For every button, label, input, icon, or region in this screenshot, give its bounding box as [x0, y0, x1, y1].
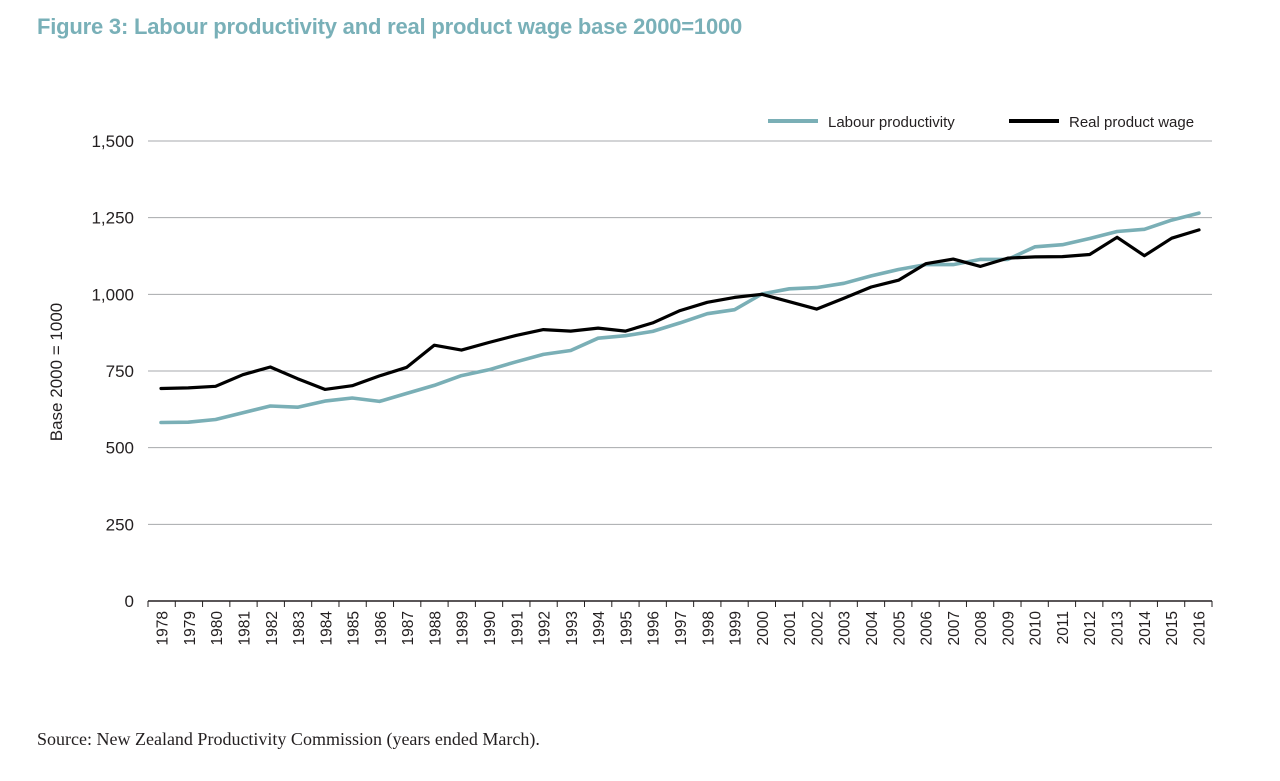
- x-tick-label: 2003: [837, 611, 854, 645]
- series-line-real-product-wage: [159, 228, 1201, 391]
- x-tick-label: 1980: [209, 611, 226, 646]
- x-tick-label: 1997: [673, 611, 690, 645]
- y-tick-label: 1,250: [91, 209, 134, 228]
- x-tick-label: 1982: [264, 611, 281, 645]
- x-axis-ticks: 1978 1979 1980 1981 1982 1983 1984 1985 1986 1987…: [155, 611, 1209, 646]
- x-tick-label: 1998: [700, 611, 717, 645]
- x-tick-label: 1990: [482, 611, 499, 646]
- x-tick-label: 2001: [782, 611, 799, 645]
- x-tick-label: 1996: [646, 611, 663, 645]
- x-tick-label: 2016: [1191, 611, 1208, 645]
- x-tick-label: 2012: [1082, 611, 1099, 645]
- x-tick-label: 2015: [1164, 611, 1181, 645]
- x-tick-label: 1978: [155, 611, 172, 645]
- x-tick-label: 2008: [973, 611, 990, 645]
- x-tick-label: 1983: [291, 611, 308, 645]
- series-line-labour-productivity: [159, 211, 1201, 425]
- x-tick-label: 2005: [891, 611, 908, 645]
- x-tick-label: 2002: [809, 611, 826, 645]
- x-tick-label: 1989: [455, 611, 472, 645]
- x-axis: [147, 600, 1213, 607]
- x-tick-label: 1995: [618, 611, 635, 645]
- y-tick-label: 1,500: [91, 132, 134, 151]
- legend-label: Real product wage: [1069, 114, 1194, 131]
- source-note: Source: New Zealand Productivity Commiss…: [37, 729, 540, 749]
- x-tick-label: 1988: [427, 611, 444, 645]
- legend: Labour productivity Real product wage: [768, 114, 1194, 131]
- chart-title: Figure 3: Labour productivity and real p…: [37, 14, 743, 39]
- x-tick-label: 1991: [509, 611, 526, 645]
- y-axis-label: Base 2000 = 1000: [47, 303, 66, 441]
- x-tick-label: 1986: [373, 611, 390, 645]
- x-tick-label: 2007: [946, 611, 963, 645]
- x-tick-label: 1993: [564, 611, 581, 645]
- y-tick-label: 1,000: [91, 285, 134, 304]
- y-axis-ticks: 0 250 500 750 1,000 1,250 1,500: [91, 132, 134, 611]
- x-tick-label: 2009: [1000, 611, 1017, 645]
- x-tick-label: 1999: [728, 611, 745, 645]
- y-tick-label: 0: [125, 592, 134, 611]
- x-tick-label: 1985: [346, 611, 363, 645]
- x-tick-label: 1979: [182, 611, 199, 645]
- x-tick-label: 2011: [1055, 611, 1072, 644]
- x-tick-label: 2000: [755, 611, 772, 646]
- gridlines: [148, 140, 1212, 525]
- x-tick-label: 2010: [1028, 611, 1045, 646]
- legend-item-real-product-wage: Real product wage: [1009, 114, 1194, 131]
- x-tick-label: 1987: [400, 611, 417, 645]
- x-tick-label: 1984: [318, 611, 335, 646]
- x-tick-label: 2006: [919, 611, 936, 645]
- x-tick-label: 1994: [591, 611, 608, 646]
- legend-item-labour-productivity: Labour productivity: [768, 114, 955, 131]
- legend-label: Labour productivity: [828, 114, 955, 131]
- series-lines: [159, 211, 1201, 425]
- x-tick-label: 1981: [236, 611, 253, 645]
- x-tick-label: 1992: [537, 611, 554, 645]
- x-tick-label: 2004: [864, 611, 881, 646]
- x-tick-label: 2014: [1137, 611, 1154, 646]
- y-tick-label: 250: [106, 515, 134, 534]
- y-tick-label: 750: [106, 362, 134, 381]
- y-tick-label: 500: [106, 439, 134, 458]
- x-tick-label: 2013: [1110, 611, 1127, 645]
